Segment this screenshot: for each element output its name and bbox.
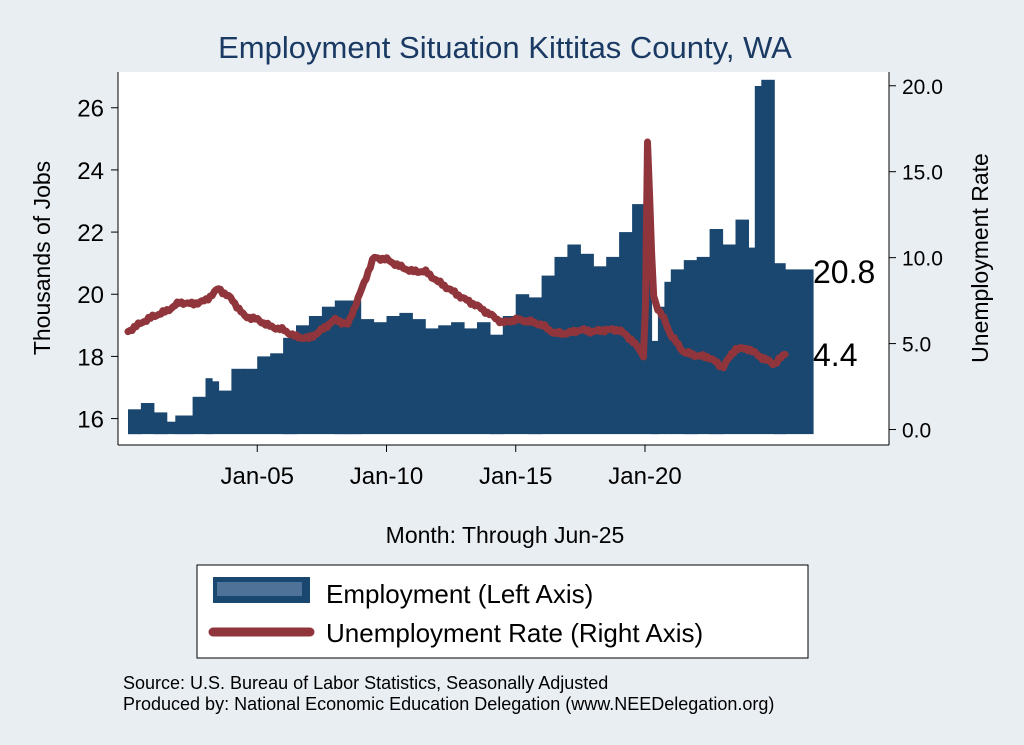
employment-bar [632,204,646,435]
employment-bar [296,325,310,435]
unemployment-last-value-label: 4.4 [813,337,857,373]
left-tick-label: 20 [77,282,104,309]
employment-bar [244,368,258,435]
right-tick-label: 10.0 [902,248,943,271]
employment-bar [761,79,771,435]
employment-bar [541,275,556,435]
employment-bar [657,306,665,435]
employment-bar [347,300,362,435]
unemployment-line [124,138,789,372]
left-tick-label: 18 [77,344,104,371]
employment-bar [360,319,375,435]
employment-bar [231,368,245,435]
employment-bar [425,328,439,435]
x-tick-label: Jan-10 [350,463,423,490]
producer-note: Produced by: National Economic Education… [123,694,774,714]
right-tick-label: 5.0 [902,334,931,357]
employment-bar [748,247,756,435]
employment-bar [606,256,620,435]
source-note: Source: U.S. Bureau of Labor Statistics,… [123,673,608,693]
employment-bar [664,281,672,435]
employment-bar [166,421,176,435]
employment-bar [502,316,517,435]
employment-bar [477,322,491,435]
employment-bar [192,396,207,435]
x-axis-ticks: Jan-05 Jan-10 Jan-15 Jan-20 [221,445,682,490]
employment-bar [580,253,594,435]
employment-bar [153,412,168,435]
x-tick-label: Jan-20 [608,463,681,490]
employment-bar [386,316,400,435]
employment-bar [593,266,607,435]
employment-bar [257,356,271,435]
employment-bar [212,381,220,435]
employment-last-value-label: 20.8 [813,254,875,290]
employment-bars [128,79,814,435]
employment-bar [683,260,698,435]
employment-bar [283,337,297,435]
right-tick-label: 0.0 [902,420,931,443]
employment-bar [412,319,426,435]
left-tick-label: 16 [77,407,104,434]
right-axis-ticks: 0.0 5.0 10.0 15.0 20.0 [889,76,943,443]
employment-bar [554,256,568,435]
employment-bar [785,269,814,435]
employment-bar [489,334,504,435]
employment-bar [567,244,581,435]
left-tick-label: 26 [77,96,104,123]
employment-bar [464,328,478,435]
employment-bar [334,300,349,435]
chart-title: Employment Situation Kittitas County, WA [218,30,792,65]
employment-bar [735,219,749,435]
left-tick-label: 22 [77,220,104,247]
employment-bar [373,322,388,435]
employment-bar [308,316,323,435]
employment-bar [140,403,155,435]
x-tick-label: Jan-15 [479,463,552,490]
employment-bar [218,390,232,435]
employment-bar [754,86,762,435]
employment-bar [205,378,213,435]
right-tick-label: 20.0 [902,76,943,99]
right-axis-label: Unemployment Rate [967,153,993,363]
legend-unemployment-label: Unemployment Rate (Right Axis) [326,618,703,648]
employment-bar [528,297,543,435]
employment-bar [451,322,465,435]
unemployment-line-group [124,138,789,372]
employment-bar [709,229,724,435]
employment-bar [651,340,659,435]
x-tick-label: Jan-05 [221,463,294,490]
right-tick-label: 15.0 [902,162,943,185]
employment-bar [670,269,685,435]
left-tick-label: 24 [77,158,104,185]
employment-bar [696,256,711,435]
left-axis-label: Thousands of Jobs [29,161,55,355]
employment-bar [399,312,413,435]
employment-bar [321,306,336,435]
legend-employment-swatch-highlight [217,582,302,596]
employment-bar [270,353,284,435]
employment-bar [175,415,194,435]
employment-bar [515,294,530,435]
employment-bar [774,263,786,435]
employment-bar [722,244,736,435]
legend: Employment (Left Axis) Unemployment Rate… [196,564,809,659]
employment-bar [769,79,775,435]
left-axis-ticks: 16 18 20 22 24 26 [77,96,118,434]
employment-bar [128,409,142,435]
x-axis-label: Month: Through Jun-25 [386,522,625,548]
legend-employment-label: Employment (Left Axis) [326,579,593,609]
employment-bar [438,325,452,435]
